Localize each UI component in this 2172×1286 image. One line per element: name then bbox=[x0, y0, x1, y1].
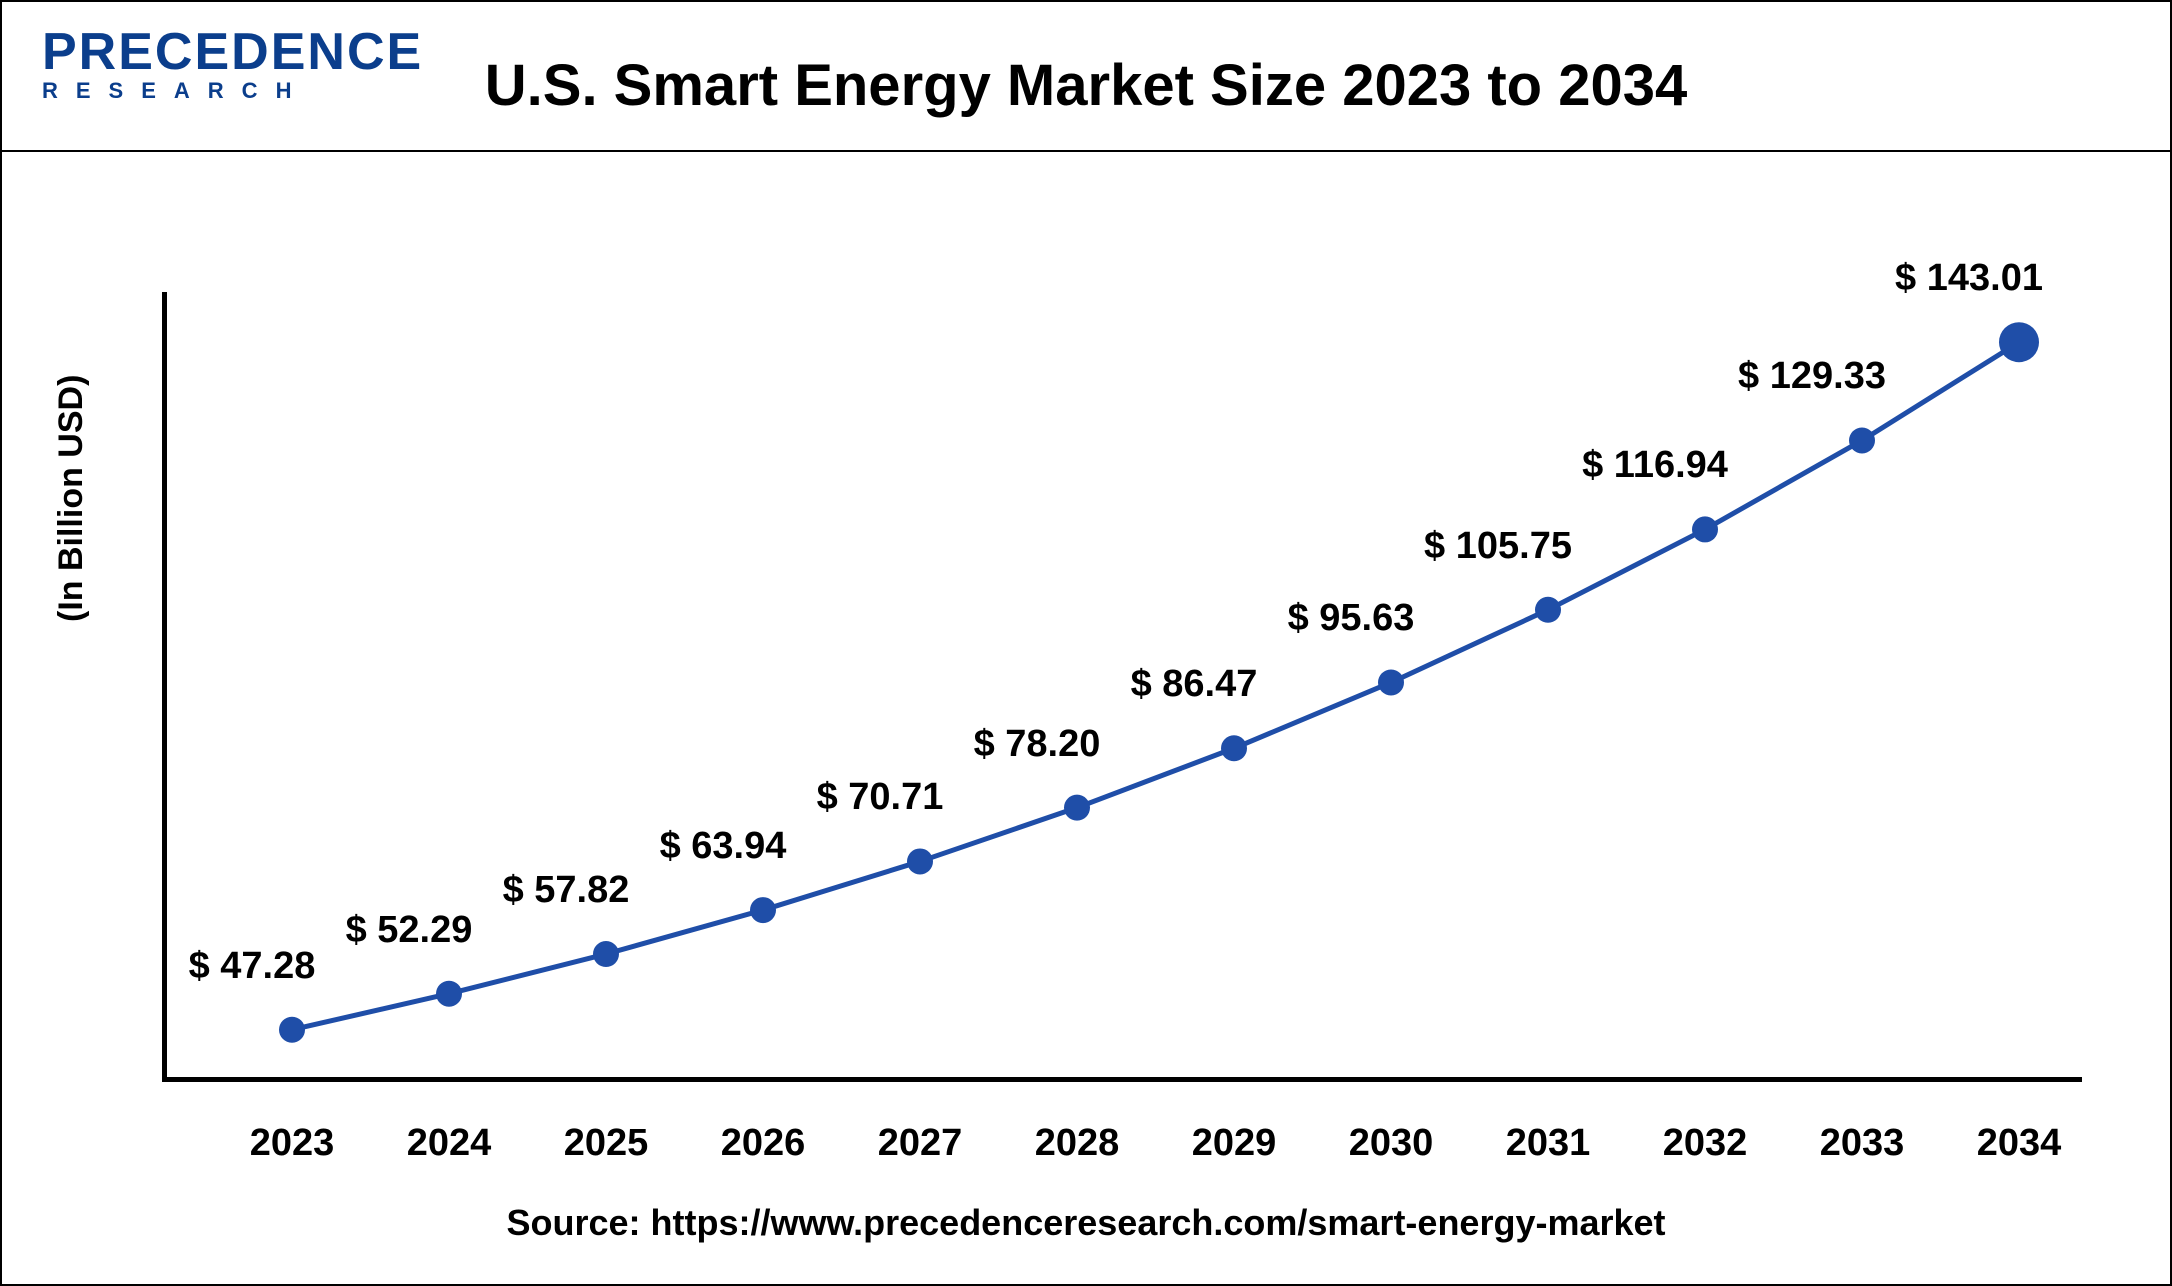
x-tick-label: 2032 bbox=[1663, 1122, 1748, 1165]
data-label: $ 63.94 bbox=[660, 825, 787, 868]
x-tick-label: 2034 bbox=[1977, 1122, 2062, 1165]
data-label: $ 47.28 bbox=[189, 945, 316, 988]
data-label: $ 129.33 bbox=[1738, 355, 1886, 398]
data-label: $ 116.94 bbox=[1582, 444, 1728, 487]
data-marker bbox=[1849, 427, 1875, 453]
x-tick-label: 2024 bbox=[407, 1122, 492, 1165]
source-citation: Source: https://www.precedenceresearch.c… bbox=[2, 1202, 2170, 1244]
data-label: $ 143.01 bbox=[1895, 257, 2043, 300]
x-tick-label: 2030 bbox=[1349, 1122, 1434, 1165]
data-marker bbox=[1692, 516, 1718, 542]
x-tick-label: 2025 bbox=[564, 1122, 649, 1165]
data-marker bbox=[1378, 669, 1404, 695]
data-marker bbox=[1999, 322, 2039, 362]
data-marker bbox=[1221, 735, 1247, 761]
data-label: $ 105.75 bbox=[1424, 525, 1572, 568]
x-tick-label: 2029 bbox=[1192, 1122, 1277, 1165]
data-label: $ 52.29 bbox=[346, 909, 473, 952]
data-marker bbox=[750, 897, 776, 923]
chart-container: PRECEDENCE RESEARCH U.S. Smart Energy Ma… bbox=[0, 0, 2172, 1286]
data-label: $ 78.20 bbox=[974, 723, 1101, 766]
data-marker bbox=[279, 1017, 305, 1043]
data-marker bbox=[593, 941, 619, 967]
x-axis-ticks: 2023 2024 2025 2026 2027 2028 2029 2030 2031 2032… bbox=[162, 1122, 2082, 1182]
x-tick-label: 2027 bbox=[878, 1122, 963, 1165]
y-axis-label: (In Billion USD) bbox=[52, 375, 91, 622]
data-marker bbox=[436, 981, 462, 1007]
x-tick-label: 2023 bbox=[250, 1122, 335, 1165]
data-label: $ 57.82 bbox=[503, 869, 630, 912]
x-tick-label: 2026 bbox=[721, 1122, 806, 1165]
x-tick-label: 2031 bbox=[1506, 1122, 1591, 1165]
x-tick-label: 2028 bbox=[1035, 1122, 1120, 1165]
data-label: $ 70.71 bbox=[817, 776, 944, 819]
x-tick-label: 2033 bbox=[1820, 1122, 1905, 1165]
plot-area: $ 47.28 $ 52.29 $ 57.82 $ 63.94 $ 70.71 $ 78.… bbox=[162, 292, 2082, 1082]
line-chart-svg bbox=[162, 292, 2082, 1082]
header: PRECEDENCE RESEARCH U.S. Smart Energy Ma… bbox=[2, 2, 2170, 152]
data-label: $ 95.63 bbox=[1288, 597, 1415, 640]
chart-title: U.S. Smart Energy Market Size 2023 to 20… bbox=[2, 52, 2170, 119]
data-marker bbox=[1064, 795, 1090, 821]
data-marker bbox=[907, 848, 933, 874]
data-marker bbox=[1535, 597, 1561, 623]
data-label: $ 86.47 bbox=[1131, 663, 1258, 706]
